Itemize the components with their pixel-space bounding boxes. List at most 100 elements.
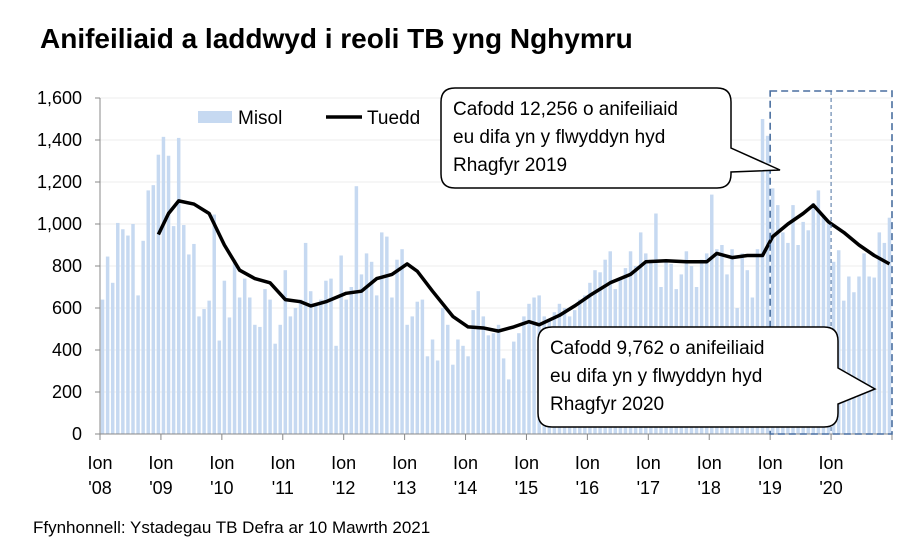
- bar: [852, 292, 856, 434]
- bar: [202, 309, 206, 434]
- bar: [512, 341, 516, 434]
- x-tick-label-month: Ion: [331, 453, 356, 473]
- y-tick-label: 400: [52, 340, 82, 360]
- bar: [471, 310, 475, 434]
- bar: [268, 299, 272, 434]
- bar: [116, 222, 120, 434]
- y-tick-label: 1,000: [37, 214, 82, 234]
- bar: [776, 205, 780, 434]
- legend-line-label: Tuedd: [367, 108, 420, 129]
- bar: [395, 259, 399, 434]
- bar: [760, 119, 765, 434]
- bar: [364, 253, 369, 434]
- bar: [842, 300, 846, 434]
- x-tick-label-month: Ion: [87, 453, 112, 473]
- bar: [400, 249, 404, 434]
- bar: [847, 276, 851, 434]
- bar: [476, 291, 480, 434]
- bar: [207, 300, 211, 434]
- bar: [359, 274, 364, 434]
- legend-bar-swatch: [198, 111, 232, 123]
- bar: [522, 316, 526, 434]
- y-tick-label: 200: [52, 382, 82, 402]
- callout-text: Rhagfyr 2020: [550, 394, 664, 415]
- legend: Misol Tuedd: [198, 108, 420, 129]
- bar: [710, 194, 714, 434]
- bar: [440, 308, 445, 434]
- bar: [506, 379, 511, 434]
- bar: [232, 259, 237, 434]
- x-tick-label-month: Ion: [270, 453, 295, 473]
- bar: [166, 155, 171, 434]
- bar: [466, 356, 470, 434]
- legend-bar-label: Misol: [238, 108, 282, 129]
- source-note: Ffynhonnell: Ystadegau TB Defra ar 10 Ma…: [33, 518, 430, 537]
- bar: [263, 289, 267, 434]
- bar: [374, 295, 379, 434]
- bar: [877, 232, 882, 434]
- x-tick-label-year: '08: [88, 478, 111, 498]
- y-tick-label: 1,400: [37, 130, 82, 150]
- x-tick-label-year: '13: [393, 478, 416, 498]
- bar: [425, 356, 430, 434]
- bar: [816, 190, 821, 434]
- bar: [298, 299, 303, 434]
- x-tick-label-month: Ion: [392, 453, 417, 473]
- bar: [131, 224, 135, 434]
- bar: [227, 317, 232, 434]
- bar: [405, 324, 409, 434]
- bar: [811, 203, 816, 434]
- bar: [517, 333, 521, 434]
- bar: [420, 299, 425, 434]
- bar: [456, 339, 460, 434]
- bar: [151, 185, 156, 434]
- bar: [110, 282, 115, 434]
- bar: [156, 154, 161, 434]
- bar: [288, 316, 293, 434]
- bar: [308, 291, 313, 434]
- bar: [430, 339, 435, 434]
- bar: [339, 255, 343, 434]
- x-tick-label-year: '14: [454, 478, 477, 498]
- bar: [770, 188, 775, 434]
- bar: [451, 364, 455, 434]
- bar: [222, 280, 227, 434]
- x-tick-label-month: Ion: [758, 453, 783, 473]
- x-tick-label-year: '15: [515, 478, 538, 498]
- bar: [136, 295, 140, 434]
- bar: [126, 235, 130, 434]
- bar: [283, 270, 288, 434]
- bar: [182, 225, 186, 434]
- bar: [791, 205, 795, 434]
- callout-text: eu difa yn y flwyddyn hyd: [453, 127, 665, 148]
- x-tick-label-year: '20: [819, 478, 842, 498]
- bar: [349, 287, 354, 434]
- bar: [496, 324, 501, 434]
- axes: 0 200 400 600 800 1,000 1,200 1,400 1,600 Ion '08 I…: [37, 88, 893, 498]
- bar: [872, 277, 876, 434]
- bar: [314, 303, 318, 434]
- bar: [303, 242, 308, 434]
- bar: [293, 308, 298, 434]
- bar: [461, 345, 465, 434]
- bar: [435, 360, 440, 434]
- bar: [654, 213, 658, 434]
- y-tick-label: 800: [52, 256, 82, 276]
- x-tick-label-year: '18: [697, 478, 720, 498]
- bar: [532, 297, 536, 434]
- callout-text: Rhagfyr 2019: [453, 155, 567, 176]
- trend-series: [156, 199, 891, 333]
- callout-2: Cafodd 9,762 o anifeiliaid eu difa yn y f…: [537, 326, 877, 428]
- x-tick-label-month: Ion: [819, 453, 844, 473]
- bar: [344, 299, 348, 434]
- bar: [887, 217, 892, 434]
- x-tick-label-month: Ion: [697, 453, 722, 473]
- bar: [146, 190, 150, 434]
- bar: [171, 226, 176, 434]
- bar: [324, 280, 328, 434]
- bar: [141, 240, 145, 434]
- bar: [385, 236, 389, 434]
- bar: [765, 135, 770, 435]
- x-tick-label-month: Ion: [148, 453, 173, 473]
